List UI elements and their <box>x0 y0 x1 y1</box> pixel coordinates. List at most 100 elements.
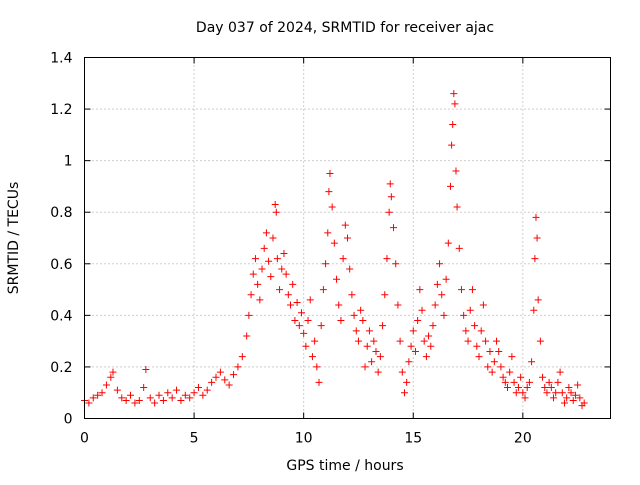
data-point <box>539 373 547 381</box>
data-point <box>490 358 498 366</box>
data-point <box>365 327 373 335</box>
data-point <box>563 394 571 402</box>
data-point <box>325 188 333 196</box>
data-point <box>440 311 448 319</box>
data-point <box>547 384 555 392</box>
data-point <box>258 265 266 273</box>
data-point <box>287 301 295 309</box>
plot-frame <box>84 57 611 419</box>
data-point <box>486 347 494 355</box>
data-point <box>444 239 452 247</box>
data-point <box>350 311 358 319</box>
y-tick-label: 0.6 <box>50 257 72 273</box>
data-point <box>394 301 402 309</box>
data-point <box>238 353 246 361</box>
data-point <box>536 337 544 345</box>
data-point <box>330 239 338 247</box>
x-axis-label: GPS time / hours <box>286 458 403 474</box>
x-tick-label: 10 <box>295 431 313 447</box>
data-point <box>291 317 299 325</box>
data-point <box>251 255 259 263</box>
data-point <box>370 337 378 345</box>
data-point <box>254 280 262 288</box>
data-point <box>493 337 501 345</box>
data-point <box>302 342 310 350</box>
data-point <box>297 309 305 317</box>
data-point <box>422 353 430 361</box>
data-point <box>159 396 167 404</box>
data-point <box>208 378 216 386</box>
data-point <box>142 366 150 374</box>
data-point <box>289 280 297 288</box>
x-tick-label: 15 <box>404 431 422 447</box>
data-point <box>335 301 343 309</box>
data-point <box>400 389 408 397</box>
axis-layer: 0 0.2 0.4 0.6 0.8 1 1.2 1.4 0 5 10 15 20 <box>50 51 611 447</box>
data-point <box>313 363 321 371</box>
data-point <box>436 260 444 268</box>
data-point <box>517 373 525 381</box>
data-point <box>146 394 154 402</box>
data-point <box>396 337 404 345</box>
data-point <box>212 373 220 381</box>
data-point <box>249 270 257 278</box>
data-point <box>102 381 110 389</box>
data-point <box>574 381 582 389</box>
data-point <box>319 286 327 294</box>
data-point <box>284 291 292 299</box>
data-point <box>429 322 437 330</box>
data-point <box>352 327 360 335</box>
data-point <box>164 389 172 397</box>
data-point <box>376 353 384 361</box>
grid-layer <box>84 57 611 419</box>
data-point <box>181 391 189 399</box>
data-point <box>512 389 520 397</box>
data-point <box>337 317 345 325</box>
data-point <box>357 306 365 314</box>
data-point <box>273 255 281 263</box>
data-point <box>383 255 391 263</box>
y-tick-label: 0.4 <box>50 308 72 324</box>
data-point <box>98 389 106 397</box>
y-tick-label: 1 <box>64 154 73 170</box>
data-point <box>221 376 229 384</box>
data-point <box>532 213 540 221</box>
data-point <box>113 386 121 394</box>
data-point <box>433 280 441 288</box>
data-point <box>271 200 279 208</box>
data-point <box>484 363 492 371</box>
data-point <box>495 347 503 355</box>
data-point <box>418 306 426 314</box>
data-point <box>256 296 264 304</box>
data-point <box>447 182 455 190</box>
data-point <box>186 394 194 402</box>
data-point <box>552 389 560 397</box>
data-point <box>368 358 376 366</box>
y-tick-label: 1.2 <box>50 102 72 118</box>
data-point <box>262 229 270 237</box>
data-point <box>390 224 398 232</box>
data-point <box>508 353 516 361</box>
data-point <box>442 275 450 283</box>
data-point <box>576 394 584 402</box>
data-point <box>386 180 394 188</box>
data-point <box>109 368 117 376</box>
data-point <box>190 389 198 397</box>
data-point <box>127 391 135 399</box>
data-point <box>247 291 255 299</box>
data-point <box>503 384 511 392</box>
data-point <box>451 100 459 108</box>
data-point <box>420 337 428 345</box>
data-point <box>453 203 461 211</box>
data-point <box>194 384 202 392</box>
data-point <box>304 317 312 325</box>
data-point <box>387 193 395 201</box>
data-point <box>131 399 139 407</box>
data-point <box>457 286 465 294</box>
data-point <box>173 386 181 394</box>
data-point <box>543 389 551 397</box>
data-point <box>177 396 185 404</box>
data-point <box>322 260 330 268</box>
data-point <box>225 381 233 389</box>
data-point <box>556 368 564 376</box>
